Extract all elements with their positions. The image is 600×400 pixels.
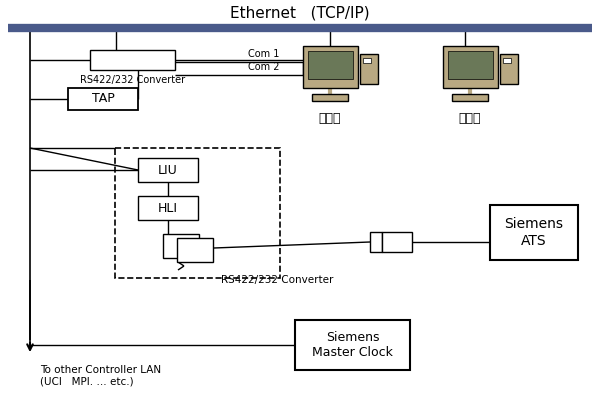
Bar [363, 58, 371, 63]
Text: Siemens
Master Clock: Siemens Master Clock [312, 331, 393, 359]
Text: LIU: LIU [158, 164, 178, 176]
Bar [303, 46, 358, 88]
Text: Ethernet   (TCP/IP): Ethernet (TCP/IP) [230, 6, 370, 20]
Bar [500, 54, 518, 84]
Bar [503, 58, 511, 63]
Bar [308, 51, 353, 79]
Bar [490, 205, 578, 260]
Bar [138, 196, 198, 220]
Bar [138, 158, 198, 182]
Bar [68, 88, 138, 110]
Text: TAP: TAP [92, 92, 115, 106]
Text: 工作站: 工作站 [319, 112, 341, 124]
Bar [448, 51, 493, 79]
Bar [115, 148, 280, 278]
Bar [443, 46, 498, 88]
Text: Com 2: Com 2 [248, 62, 280, 72]
Bar [382, 232, 412, 252]
Bar [90, 50, 175, 70]
Bar [452, 94, 488, 101]
Text: 备份站: 备份站 [459, 112, 481, 124]
Bar [312, 94, 348, 101]
Text: Com 1: Com 1 [248, 49, 280, 59]
Text: HLI: HLI [158, 202, 178, 214]
Bar [177, 238, 213, 262]
Text: Siemens
ATS: Siemens ATS [505, 218, 563, 248]
Text: RS422/232 Converter: RS422/232 Converter [80, 75, 185, 85]
Text: To other Controller LAN
(UCI   MPI. … etc.): To other Controller LAN (UCI MPI. … etc.… [40, 365, 161, 386]
Bar [163, 234, 199, 258]
Bar [295, 320, 410, 370]
Bar [360, 54, 378, 84]
Bar [370, 232, 382, 252]
Text: RS422/232 Converter: RS422/232 Converter [221, 275, 334, 285]
